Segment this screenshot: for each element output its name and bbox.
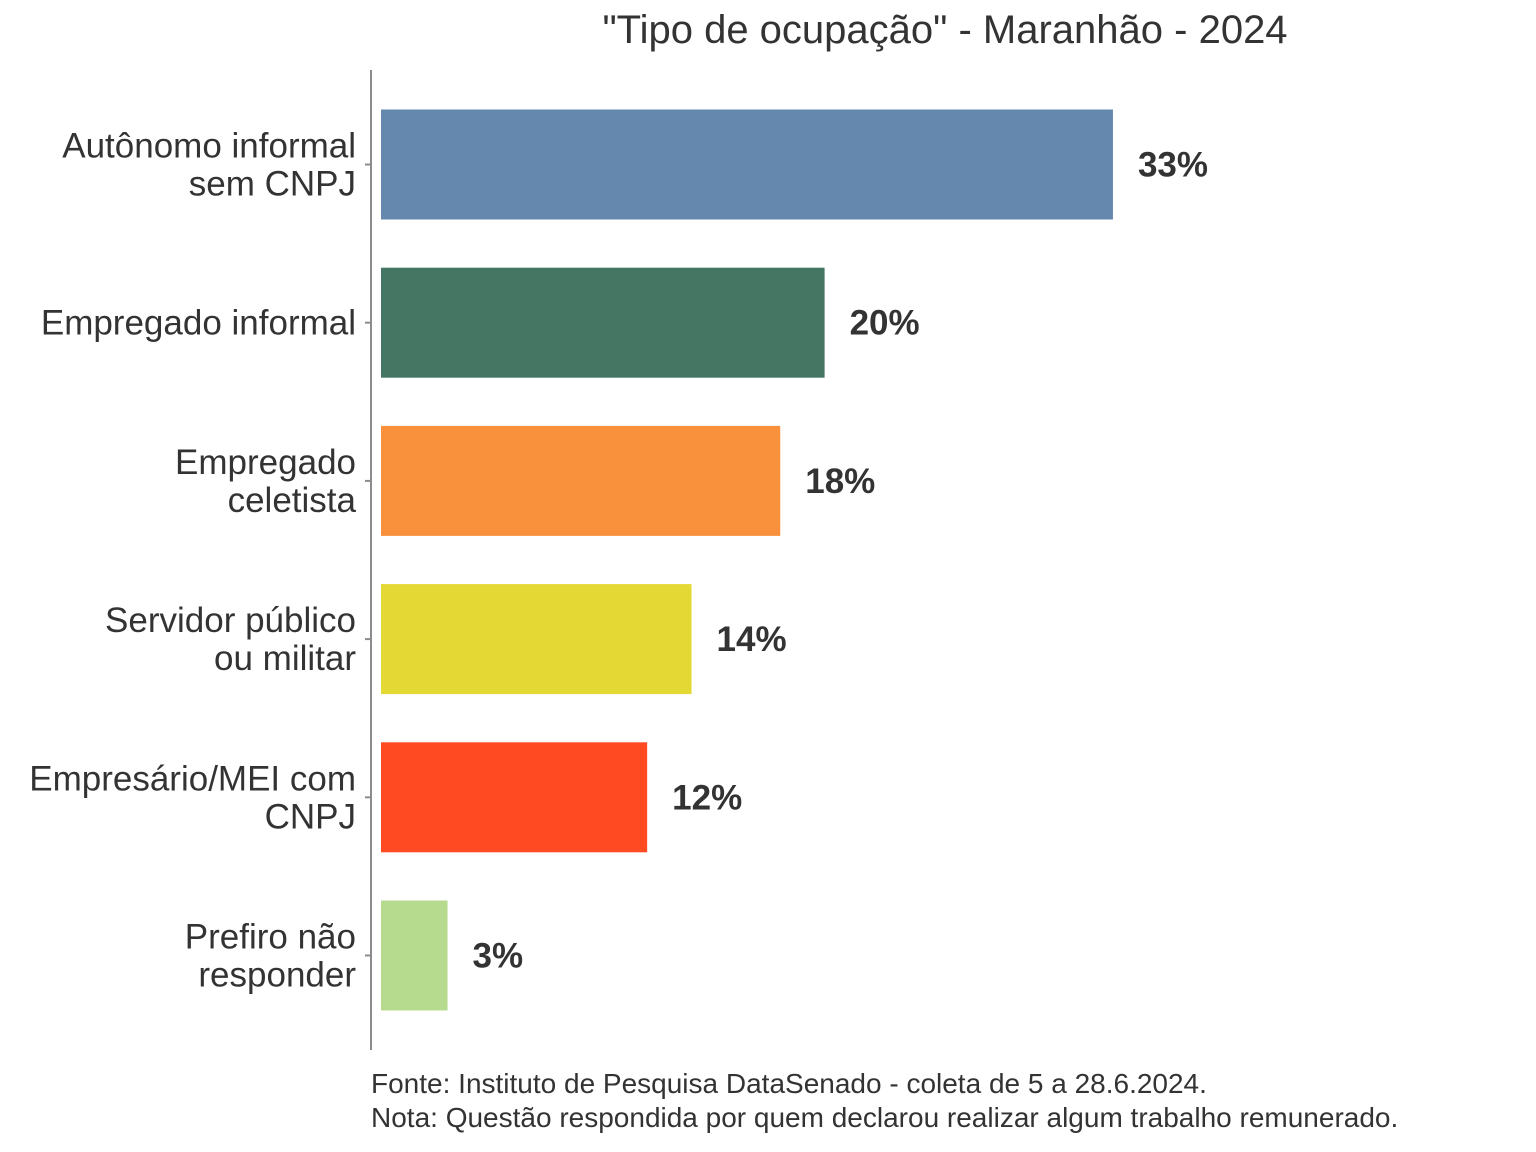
bar — [381, 900, 448, 1011]
bar-value-label: 3% — [473, 937, 524, 976]
source-note: Fonte: Instituto de Pesquisa DataSenado … — [371, 1068, 1207, 1099]
bar — [381, 267, 825, 378]
question-note: Nota: Questão respondida por quem declar… — [371, 1102, 1399, 1133]
bar — [381, 425, 781, 536]
category-label: Empresário/MEI com CNPJ — [29, 759, 356, 836]
category-label: Empregado celetista — [175, 443, 356, 520]
category-label: Prefiro não responder — [185, 918, 357, 995]
bar-value-label: 18% — [805, 462, 875, 501]
bar — [381, 584, 692, 695]
category-label: Autônomo informal sem CNPJ — [62, 127, 356, 204]
category-label: Empregado informal — [41, 304, 356, 343]
bar-value-label: 14% — [717, 620, 787, 659]
bar — [381, 742, 648, 853]
category-label: Servidor público ou militar — [105, 601, 356, 678]
chart-title: "Tipo de ocupação" - Maranhão - 2024 — [602, 8, 1288, 52]
bar — [381, 109, 1113, 220]
bar-value-label: 33% — [1138, 146, 1208, 185]
bar-value-label: 20% — [850, 304, 920, 343]
bar-value-label: 12% — [672, 778, 742, 817]
